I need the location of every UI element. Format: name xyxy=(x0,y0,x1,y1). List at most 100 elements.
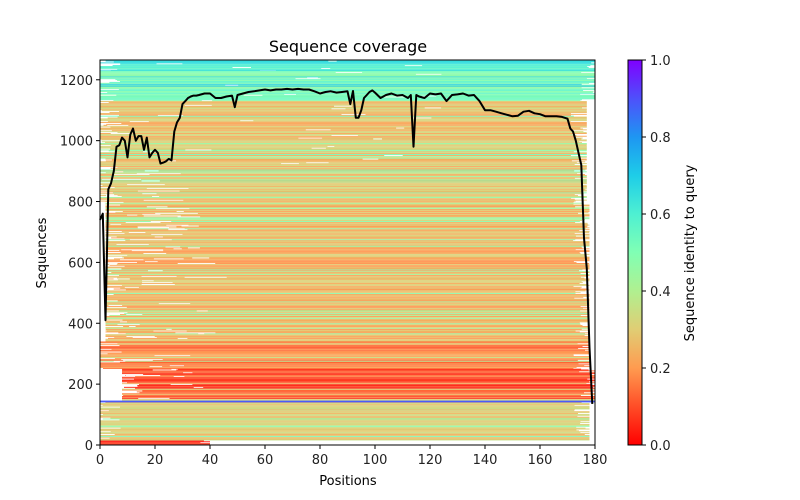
sequence-row xyxy=(100,363,579,364)
alignment-gap xyxy=(342,114,366,115)
sequence-row xyxy=(106,291,576,292)
sequence-row xyxy=(120,362,590,363)
sequence-row xyxy=(111,431,590,432)
sequence-row xyxy=(106,243,590,244)
sequence-row xyxy=(100,178,575,179)
x-tick-label: 180 xyxy=(583,453,608,468)
sequence-row xyxy=(110,127,586,128)
sequence-row xyxy=(106,124,587,125)
sequence-row xyxy=(100,429,590,430)
sequence-row xyxy=(127,307,590,308)
sequence-row xyxy=(135,376,595,377)
sequence-row xyxy=(119,115,571,116)
sequence-row xyxy=(100,116,574,117)
sequence-row xyxy=(115,187,587,188)
sequence-row xyxy=(106,216,585,217)
sequence-row xyxy=(106,261,574,262)
sequence-row xyxy=(120,419,590,420)
sequence-row xyxy=(100,437,590,438)
sequence-row xyxy=(106,321,590,322)
alignment-gap xyxy=(125,287,139,288)
sequence-row xyxy=(106,339,590,340)
sequence-row xyxy=(115,169,587,170)
sequence-row xyxy=(122,352,590,353)
sequence-row xyxy=(106,253,581,254)
alignment-gap xyxy=(147,206,168,207)
sequence-row xyxy=(100,175,587,176)
alignment-gap xyxy=(155,355,191,356)
sequence-row xyxy=(100,417,590,418)
sequence-row xyxy=(106,328,590,329)
colorbar-label: Sequence identity to query xyxy=(683,164,698,341)
sequence-row xyxy=(100,166,587,167)
sequence-row xyxy=(100,164,575,165)
sequence-row xyxy=(122,394,595,395)
sequence-row xyxy=(106,340,590,341)
sequence-row xyxy=(106,267,590,268)
alignment-gap xyxy=(138,227,169,228)
sequence-row xyxy=(100,420,590,421)
alignment-gap xyxy=(152,196,159,197)
sequence-row xyxy=(106,309,590,310)
sequence-row xyxy=(100,76,595,77)
sequence-row xyxy=(100,128,583,129)
sequence-row xyxy=(107,276,588,277)
sequence-row xyxy=(106,172,580,173)
sequence-row xyxy=(122,380,595,381)
sequence-row xyxy=(106,341,590,342)
sequence-row xyxy=(106,246,590,247)
sequence-row xyxy=(100,440,590,441)
sequence-row xyxy=(100,77,595,78)
sequence-row xyxy=(106,204,574,205)
sequence-row xyxy=(109,410,574,411)
sequence-row xyxy=(109,150,587,151)
sequence-row xyxy=(124,313,589,314)
sequence-row xyxy=(100,413,578,414)
sequence-row xyxy=(108,219,585,220)
colorbar-tick-label: 0.0 xyxy=(650,439,671,454)
sequence-row xyxy=(106,302,590,303)
sequence-row xyxy=(106,256,587,257)
sequence-row xyxy=(100,119,587,120)
sequence-row xyxy=(137,385,595,386)
alignment-gap xyxy=(107,238,125,239)
sequence-row xyxy=(100,189,585,190)
sequence-row xyxy=(100,174,585,175)
sequence-row xyxy=(120,205,589,206)
sequence-row xyxy=(100,73,595,74)
sequence-row xyxy=(100,129,587,130)
sequence-row xyxy=(100,70,595,71)
sequence-row xyxy=(100,104,587,105)
alignment-gap xyxy=(174,376,185,377)
sequence-row xyxy=(106,245,590,246)
sequence-row xyxy=(106,270,580,271)
alignment-gap xyxy=(328,146,335,147)
sequence-row xyxy=(106,220,583,221)
sequence-row xyxy=(100,348,578,349)
sequence-row xyxy=(100,425,589,426)
alignment-gap xyxy=(151,221,171,222)
x-tick-label: 120 xyxy=(418,453,443,468)
sequence-row xyxy=(106,274,590,275)
colorbar-tick-label: 0.4 xyxy=(650,285,671,300)
sequence-row xyxy=(100,86,595,87)
sequence-row xyxy=(140,392,585,393)
sequence-row xyxy=(114,62,595,63)
sequence-row xyxy=(100,356,590,357)
sequence-row xyxy=(112,349,590,350)
sequence-row xyxy=(103,368,573,369)
sequence-row xyxy=(100,442,200,443)
sequence-row xyxy=(100,163,587,164)
alignment-gap xyxy=(120,321,127,322)
sequence-row xyxy=(122,285,590,286)
alignment-gap xyxy=(373,139,382,140)
sequence-row xyxy=(106,226,588,227)
sequence-row xyxy=(106,323,581,324)
sequence-row xyxy=(100,74,595,75)
sequence-row xyxy=(100,359,590,360)
alignment-gap xyxy=(188,247,200,248)
sequence-row xyxy=(100,165,587,166)
sequence-row xyxy=(106,260,590,261)
sequence-row xyxy=(110,418,589,419)
